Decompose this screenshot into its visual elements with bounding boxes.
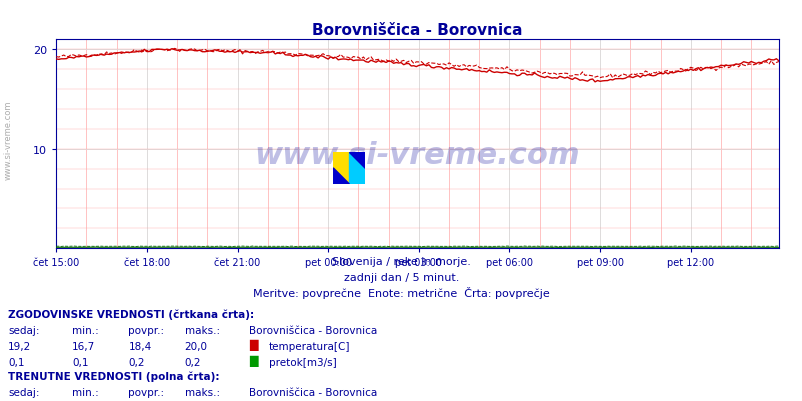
Text: www.si-vreme.com: www.si-vreme.com xyxy=(4,101,13,180)
Text: 16,7: 16,7 xyxy=(72,341,95,351)
Text: www.si-vreme.com: www.si-vreme.com xyxy=(254,140,580,169)
Text: Borovniščica - Borovnica: Borovniščica - Borovnica xyxy=(249,325,377,335)
Text: min.:: min.: xyxy=(72,387,99,397)
Text: maks.:: maks.: xyxy=(184,387,220,397)
Text: 0,2: 0,2 xyxy=(128,357,145,367)
Text: TRENUTNE VREDNOSTI (polna črta):: TRENUTNE VREDNOSTI (polna črta): xyxy=(8,371,219,381)
Text: Slovenija / reke in morje.: Slovenija / reke in morje. xyxy=(332,257,470,267)
Text: min.:: min.: xyxy=(72,325,99,335)
Title: Borovniščica - Borovnica: Borovniščica - Borovnica xyxy=(312,22,522,38)
Text: █: █ xyxy=(249,355,257,366)
Text: sedaj:: sedaj: xyxy=(8,325,39,335)
Text: 20,0: 20,0 xyxy=(184,341,208,351)
Text: █: █ xyxy=(249,339,257,350)
Text: pretok[m3/s]: pretok[m3/s] xyxy=(269,357,336,367)
Text: sedaj:: sedaj: xyxy=(8,387,39,397)
Text: Meritve: povprečne  Enote: metrične  Črta: povprečje: Meritve: povprečne Enote: metrične Črta:… xyxy=(253,287,549,299)
Text: 0,1: 0,1 xyxy=(8,357,25,367)
Text: temperatura[C]: temperatura[C] xyxy=(269,341,350,351)
Bar xyxy=(349,152,365,184)
Text: povpr.:: povpr.: xyxy=(128,325,164,335)
Text: 0,1: 0,1 xyxy=(72,357,89,367)
Text: 19,2: 19,2 xyxy=(8,341,31,351)
Polygon shape xyxy=(349,152,365,168)
Text: ZGODOVINSKE VREDNOSTI (črtkana črta):: ZGODOVINSKE VREDNOSTI (črtkana črta): xyxy=(8,308,254,319)
Text: povpr.:: povpr.: xyxy=(128,387,164,397)
Bar xyxy=(333,152,349,184)
Text: Borovniščica - Borovnica: Borovniščica - Borovnica xyxy=(249,387,377,397)
Text: maks.:: maks.: xyxy=(184,325,220,335)
Text: 0,2: 0,2 xyxy=(184,357,201,367)
Text: 18,4: 18,4 xyxy=(128,341,152,351)
Polygon shape xyxy=(333,168,349,184)
Text: zadnji dan / 5 minut.: zadnji dan / 5 minut. xyxy=(343,273,459,283)
